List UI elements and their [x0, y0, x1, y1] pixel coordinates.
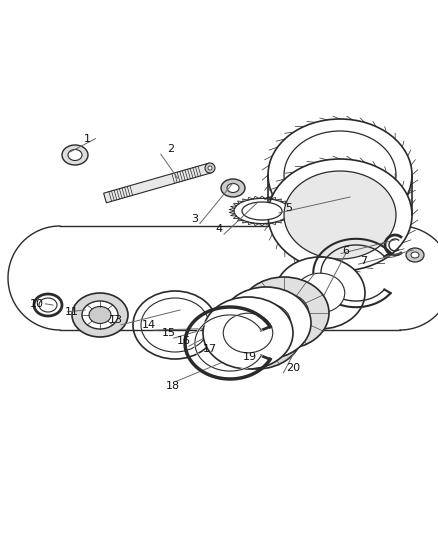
Ellipse shape — [68, 149, 82, 160]
Ellipse shape — [62, 145, 88, 165]
Ellipse shape — [212, 297, 302, 369]
Ellipse shape — [268, 119, 412, 231]
Polygon shape — [104, 163, 212, 203]
Text: 4: 4 — [215, 224, 223, 234]
Text: 11: 11 — [65, 307, 79, 317]
Ellipse shape — [232, 313, 282, 353]
Text: 14: 14 — [142, 320, 156, 330]
Text: 7: 7 — [360, 256, 367, 266]
Ellipse shape — [223, 313, 273, 353]
Ellipse shape — [89, 306, 111, 324]
Text: 10: 10 — [30, 299, 44, 309]
Text: 2: 2 — [167, 144, 174, 154]
Text: 15: 15 — [162, 328, 176, 338]
Text: 20: 20 — [286, 363, 300, 373]
Ellipse shape — [227, 183, 239, 192]
Ellipse shape — [406, 248, 424, 262]
Ellipse shape — [268, 159, 412, 271]
Text: 13: 13 — [109, 315, 123, 325]
Ellipse shape — [275, 257, 365, 329]
Ellipse shape — [259, 293, 309, 333]
Ellipse shape — [411, 252, 419, 258]
Ellipse shape — [82, 301, 118, 329]
Text: 5: 5 — [286, 203, 293, 213]
Ellipse shape — [242, 202, 282, 220]
Ellipse shape — [284, 171, 396, 259]
Text: 19: 19 — [243, 352, 257, 362]
Text: 6: 6 — [343, 246, 350, 255]
Ellipse shape — [241, 303, 291, 343]
Text: 17: 17 — [203, 344, 217, 354]
Text: 18: 18 — [166, 382, 180, 391]
Text: 3: 3 — [191, 214, 198, 223]
Ellipse shape — [221, 179, 245, 197]
Ellipse shape — [72, 293, 128, 337]
Ellipse shape — [221, 287, 311, 359]
Ellipse shape — [239, 277, 329, 349]
Ellipse shape — [208, 166, 212, 170]
Text: 1: 1 — [84, 134, 91, 143]
Ellipse shape — [295, 273, 345, 313]
Ellipse shape — [203, 297, 293, 369]
Text: 16: 16 — [177, 336, 191, 346]
Ellipse shape — [205, 163, 215, 173]
